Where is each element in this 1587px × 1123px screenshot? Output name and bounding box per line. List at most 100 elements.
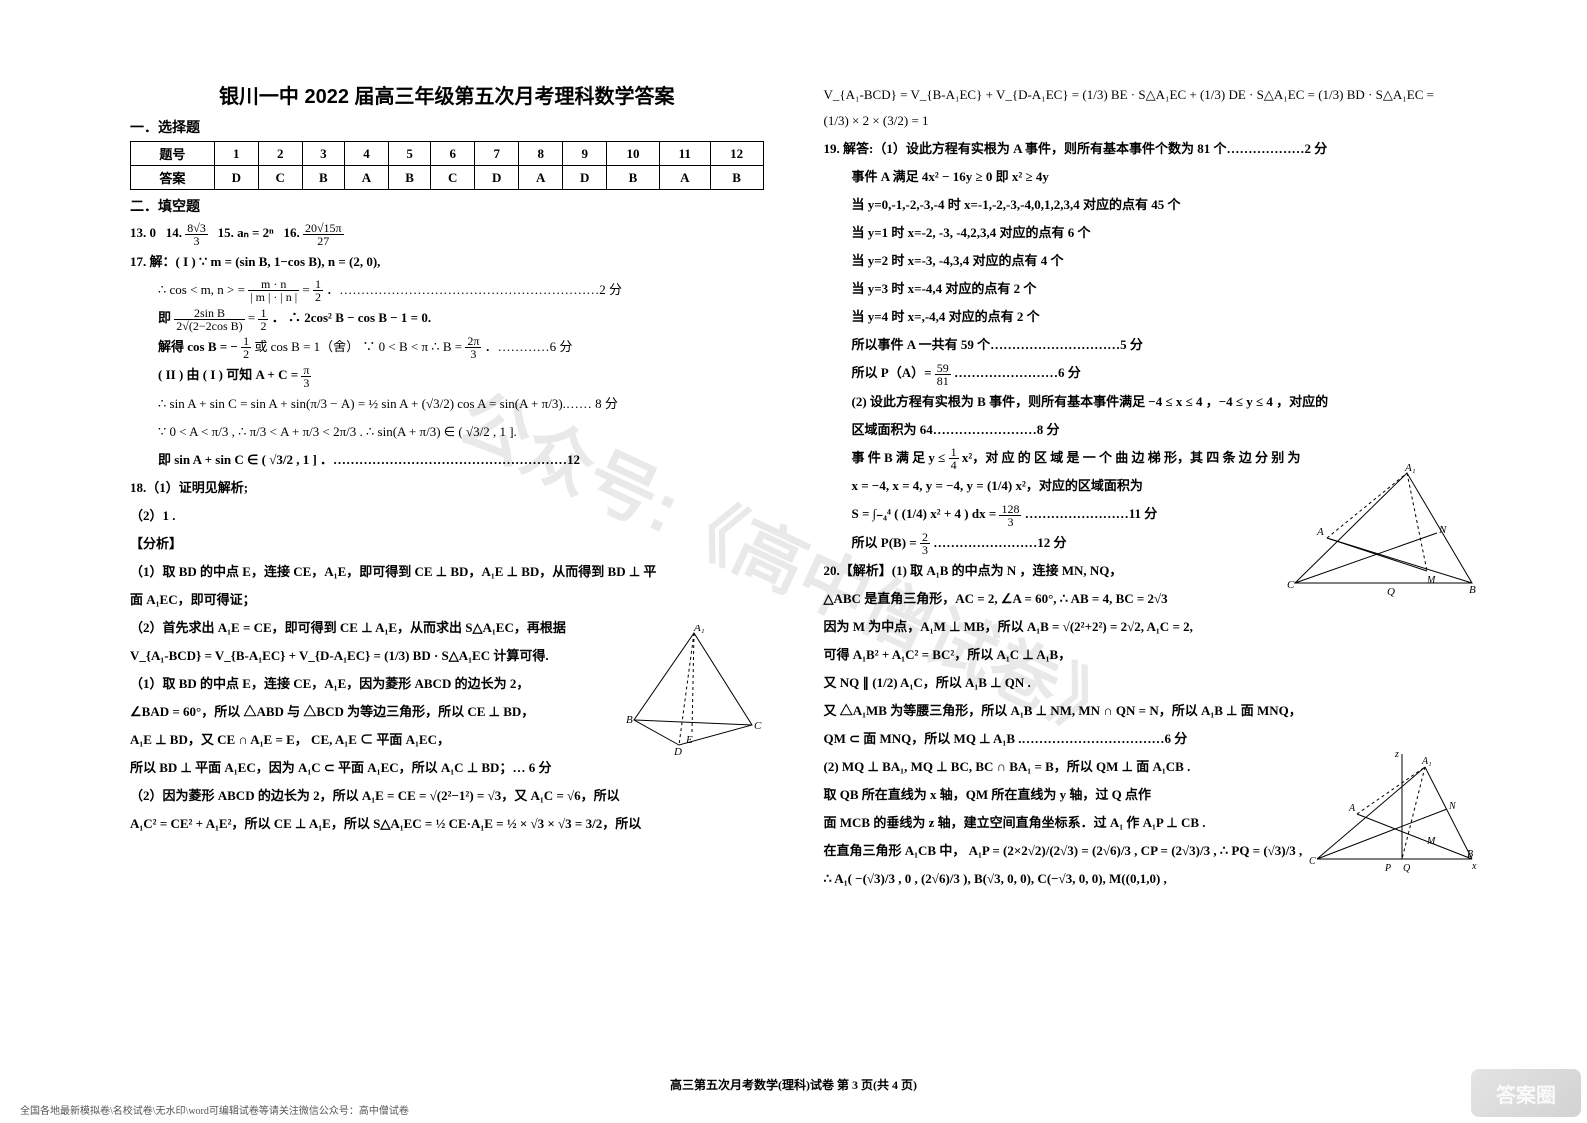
q17-line: 即 2sin B2√(2−2cos B) = 12 ． ∴ 2cos² B − …: [130, 305, 764, 332]
q16-pre: 16.: [283, 225, 303, 240]
col-num: 5: [388, 142, 430, 166]
ans-cell: C: [431, 166, 475, 190]
svg-text:A: A: [1316, 526, 1324, 538]
right-column: V_{A₁-BCD} = V_{B-A₁EC} + V_{D-A₁EC} = (…: [824, 80, 1458, 980]
r-line: V_{A₁-BCD} = V_{B-A₁EC} + V_{D-A₁EC} = (…: [824, 82, 1458, 134]
svg-text:Q: Q: [1403, 863, 1411, 874]
q18-line: （1）取 BD 的中点 E，连接 CE，A₁E，即可得到 CE ⊥ BD，A₁E…: [130, 559, 764, 585]
col-num: 6: [431, 142, 475, 166]
q18-line: 18.（1）证明见解析;: [130, 475, 764, 501]
page-footer: 高三第五次月考数学(理科)试卷 第 3 页(共 4 页): [0, 1076, 1587, 1093]
q18-line: 【分析】: [130, 531, 764, 557]
corner-badge: 答案圈: [1471, 1069, 1581, 1117]
col-num: 4: [345, 142, 389, 166]
answer-table: 题号 1 2 3 4 5 6 7 8 9 10 11 12 答案 D C B A…: [130, 141, 764, 190]
q17-line: ∵ 0 < A < π/3 , ∴ π/3 < A + π/3 < 2π/3 .…: [130, 419, 764, 445]
svg-text:M: M: [1426, 575, 1436, 586]
svg-text:B: B: [1467, 849, 1473, 860]
q13: 13. 0: [130, 225, 156, 240]
answer-label: 答案: [131, 166, 215, 190]
section-2-heading: 二．填空题: [130, 196, 764, 216]
r-line: 区域面积为 64……………………8 分: [824, 417, 1458, 443]
r-line: 当 y=2 时 x=-3, -4,3,4 对应的点有 4 个: [824, 248, 1458, 274]
svg-text:A: A: [1348, 803, 1356, 814]
col-num: 3: [302, 142, 344, 166]
svg-text:A₁: A₁: [1421, 756, 1432, 767]
svg-text:E: E: [685, 734, 693, 746]
q17-line: 解得 cos B = − 12 或 cos B = 1（舍） ∵ 0 < B <…: [130, 334, 764, 361]
q17-line: 即 sin A + sin C ∈ ( √3/2 , 1 ] ．………………………: [130, 447, 764, 473]
q16-frac: 20√15π27: [303, 222, 344, 247]
svg-text:N: N: [1448, 801, 1457, 812]
svg-text:Q: Q: [1387, 586, 1395, 598]
r-line: 因为 M 为中点，A₁M ⊥ MB，所以 A₁B = √(2²+2²) = 2√…: [824, 614, 1458, 640]
q17-line: ∴ cos < m, n > = m · n| m | · | n | = 12…: [130, 277, 764, 304]
r-line: 当 y=0,-1,-2,-3,-4 时 x=-1,-2,-3,-4,0,1,2,…: [824, 192, 1458, 218]
q18-line: 面 A₁EC，即可得证；: [130, 587, 764, 613]
section-1-heading: 一．选择题: [130, 117, 764, 137]
r-line: 19. 解答:（1）设此方程有实根为 A 事件，则所有基本事件个数为 81 个……: [824, 136, 1458, 162]
r-line: 所以事件 A 一共有 59 个…………………………5 分: [824, 332, 1458, 358]
ans-cell: D: [214, 166, 258, 190]
ans-cell: B: [607, 166, 660, 190]
r-line: 所以 P（A）= 5981 ……………………6 分: [824, 360, 1458, 387]
q14-pre: 14.: [166, 225, 186, 240]
q14-frac: 8√33: [185, 222, 208, 247]
r-line: 当 y=1 时 x=-2, -3, -4,2,3,4 对应的点有 6 个: [824, 220, 1458, 246]
triangle-diagram-icon: A₁ C B A N M Q: [1287, 463, 1477, 603]
svg-text:B: B: [626, 714, 633, 726]
col-num: 2: [258, 142, 302, 166]
svg-text:C: C: [1287, 579, 1295, 591]
ans-cell: A: [519, 166, 563, 190]
small-note: 全国各地最新模拟卷\名校试卷\无水印\word可编辑试卷等请关注微信公众号：高中…: [20, 1102, 409, 1117]
table-row: 答案 D C B A B C D A D B A B: [131, 166, 764, 190]
col-num: 8: [519, 142, 563, 166]
svg-text:M: M: [1426, 836, 1436, 847]
q17-line: ∴ sin A + sin C = sin A + sin(π/3 − A) =…: [130, 391, 764, 417]
r-line: 当 y=3 时 x=-4,4 对应的点有 2 个: [824, 276, 1458, 302]
q18-line: A₁C² = CE² + A₁E²，所以 CE ⊥ A₁E，所以 S△A₁EC …: [130, 811, 764, 837]
table-row: 题号 1 2 3 4 5 6 7 8 9 10 11 12: [131, 142, 764, 166]
fill-line: 13. 0 14. 8√33 15. aₙ = 2ⁿ 16. 20√15π27: [130, 220, 764, 247]
col-num: 12: [710, 142, 763, 166]
svg-text:C: C: [1309, 856, 1316, 867]
q15: 15. aₙ = 2ⁿ: [218, 225, 274, 240]
r-line: 可得 A₁B² + A₁C² = BC²，所以 A₁C ⊥ A₁B，: [824, 642, 1458, 668]
col-num: 10: [607, 142, 660, 166]
svg-text:z: z: [1394, 749, 1399, 760]
svg-text:A₁: A₁: [693, 625, 705, 634]
svg-text:N: N: [1438, 524, 1447, 536]
col-num: 9: [563, 142, 607, 166]
ans-cell: D: [475, 166, 519, 190]
ans-cell: B: [302, 166, 344, 190]
svg-text:C: C: [754, 720, 762, 732]
left-column: 银川一中 2022 届高三年级第五次月考理科数学答案 一．选择题 题号 1 2 …: [130, 80, 764, 980]
col-num: 7: [475, 142, 519, 166]
ans-cell: A: [659, 166, 710, 190]
ans-cell: B: [710, 166, 763, 190]
pyramid-diagram-icon: A₁ B D C E: [624, 625, 764, 755]
svg-text:x: x: [1471, 861, 1477, 872]
r-line: (2) 设此方程有实根为 B 事件，则所有基本事件满足 −4 ≤ x ≤ 4 ，…: [824, 389, 1458, 415]
r-line: 又 △A₁MB 为等腰三角形，所以 A₁B ⊥ NM, MN ∩ QN = N，…: [824, 698, 1458, 724]
svg-text:A₁: A₁: [1404, 463, 1416, 474]
q17-line: 17. 解：( I ) ∵ m = (sin B, 1−cos B), n = …: [130, 249, 764, 275]
svg-text:P: P: [1384, 863, 1391, 874]
svg-text:D: D: [673, 746, 682, 755]
r-line: 事件 A 满足 4x² − 16y ≥ 0 即 x² ≥ 4y: [824, 164, 1458, 190]
ans-cell: D: [563, 166, 607, 190]
ans-cell: A: [345, 166, 389, 190]
col-num: 11: [659, 142, 710, 166]
q18-line: （2）1 .: [130, 503, 764, 529]
page-columns: 银川一中 2022 届高三年级第五次月考理科数学答案 一．选择题 题号 1 2 …: [130, 80, 1457, 980]
ans-cell: B: [388, 166, 430, 190]
r-line: 又 NQ ∥ (1/2) A₁C，所以 A₁B ⊥ QN .: [824, 670, 1458, 696]
svg-text:B: B: [1469, 584, 1476, 596]
r-line: 当 y=4 时 x=,-4,4 对应的点有 2 个: [824, 304, 1458, 330]
q18-line: （2）因为菱形 ABCD 的边长为 2，所以 A₁E = CE = √(2²−1…: [130, 783, 764, 809]
q18-line: 所以 BD ⊥ 平面 A₁EC，因为 A₁C ⊂ 平面 A₁EC，所以 A₁C …: [130, 755, 764, 781]
header-label: 题号: [131, 142, 215, 166]
doc-title: 银川一中 2022 届高三年级第五次月考理科数学答案: [130, 80, 764, 109]
q17-line: ( II ) 由 ( I ) 可知 A + C = π3: [130, 362, 764, 389]
coord-diagram-icon: x z A₁ C B A N Q P M: [1307, 749, 1477, 889]
